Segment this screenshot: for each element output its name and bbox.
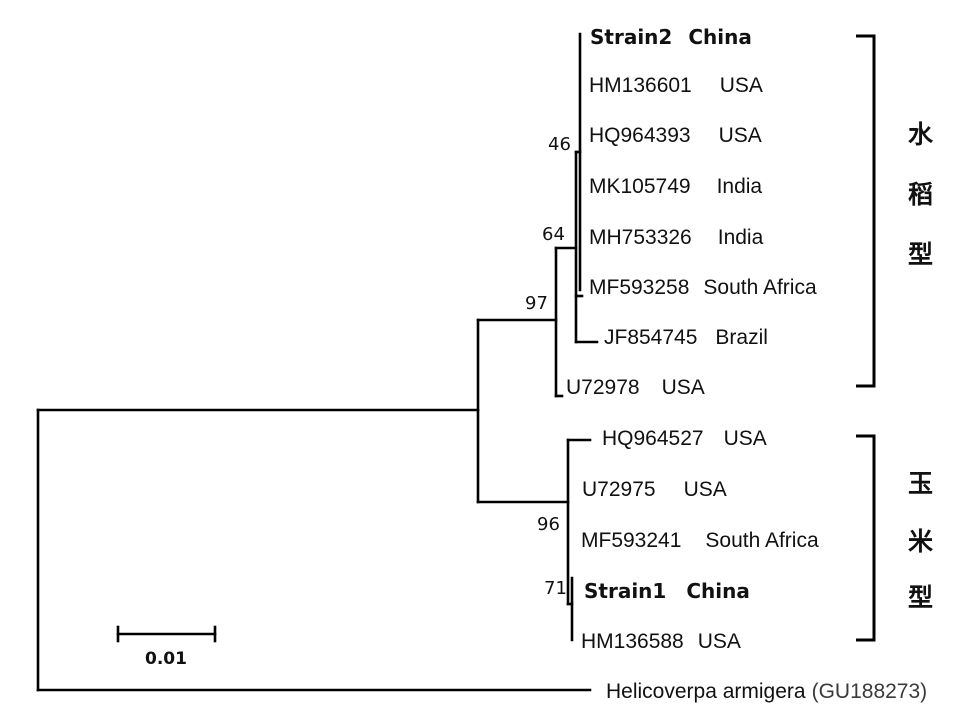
corn-group-bracket (856, 434, 876, 642)
corn-label-char-1: 玉 (908, 469, 933, 498)
leaf-mf593241: MF593241 South Africa (581, 529, 819, 552)
corn-label-char-3: 型 (908, 583, 933, 612)
leaf-hq964527: HQ964527 USA (602, 427, 767, 450)
leaf-mk105749: MK105749 India (589, 175, 762, 198)
leaf-jf854745: JF854745 Brazil (604, 326, 768, 349)
leaf-labels: Strain2 China HM136601 USA HQ964393 USA MK1… (566, 25, 927, 703)
corn-label-char-2: 米 (908, 527, 934, 556)
rice-label-char-3: 型 (908, 240, 933, 269)
bootstrap-values: 46 64 97 96 71 (525, 134, 571, 599)
bootstrap-64: 64 (542, 224, 565, 245)
bootstrap-46: 46 (548, 134, 571, 155)
scale-bar: 0.01 (116, 625, 217, 669)
leaf-strain1: Strain1 China (584, 579, 750, 603)
leaf-hm136588: HM136588 USA (581, 630, 741, 653)
leaf-strain2: Strain2 China (590, 25, 752, 49)
tree-branches (36, 32, 599, 692)
leaf-hm136601: HM136601 USA (589, 74, 763, 97)
corn-group-label: 玉 米 型 (908, 469, 934, 612)
rice-group-label: 水 稻 型 (908, 120, 934, 269)
bootstrap-97: 97 (525, 293, 548, 314)
leaf-outgroup: Helicoverpa armigera (GU188273) (606, 680, 927, 703)
bootstrap-71: 71 (544, 578, 567, 599)
rice-label-char-1: 水 (908, 120, 934, 149)
rice-group-bracket (856, 34, 876, 388)
leaf-mh753326: MH753326 India (589, 226, 764, 249)
leaf-u72978: U72978 USA (566, 376, 705, 399)
group-brackets (856, 34, 876, 642)
scale-bar-label: 0.01 (145, 649, 187, 669)
leaf-u72975: U72975 USA (582, 478, 727, 501)
bootstrap-96: 96 (537, 514, 560, 535)
leaf-hq964393: HQ964393 USA (589, 124, 762, 147)
rice-label-char-2: 稻 (908, 180, 933, 209)
leaf-mf593258: MF593258 South Africa (589, 276, 817, 299)
